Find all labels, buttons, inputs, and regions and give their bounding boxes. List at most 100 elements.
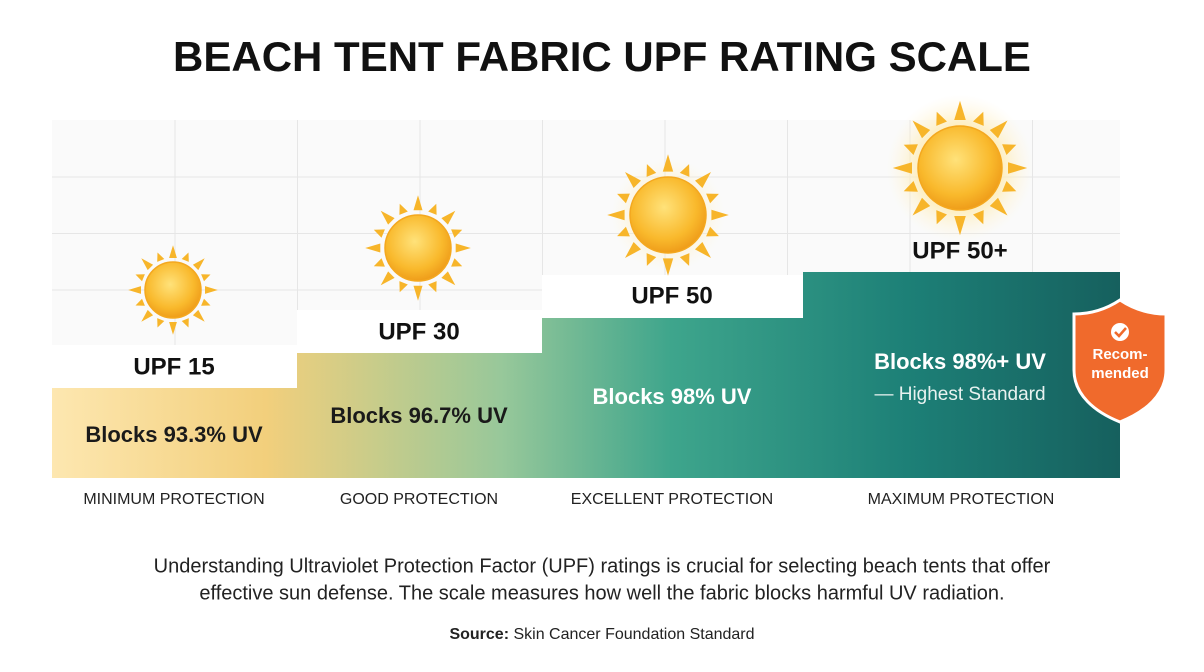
sun-ray: [135, 274, 145, 282]
tiers: UPF 15 Blocks 93.3% UV MINIMUM PROTECTION U…: [83, 237, 1054, 508]
sun-ray: [201, 298, 211, 306]
tier-rating: UPF 30: [378, 318, 459, 345]
badge-text: Recom-: [1092, 346, 1147, 363]
sun-ray: [399, 281, 408, 293]
sun-ray: [989, 197, 1008, 216]
sun-ray: [954, 100, 966, 120]
sun-ray: [380, 210, 395, 225]
sun-ray: [169, 322, 177, 335]
badge-icon: [1111, 323, 1129, 341]
sun-ray: [617, 193, 630, 204]
badge-shield: [1072, 298, 1168, 424]
tier-level: MINIMUM PROTECTION: [83, 491, 264, 508]
sun-ray: [201, 274, 211, 282]
sun-ray: [428, 203, 437, 215]
title: BEACH TENT FABRIC UPF RATING SCALE: [173, 33, 1031, 80]
label-box: [52, 345, 297, 388]
sun-ray: [695, 242, 711, 258]
badge-text: mended: [1091, 365, 1149, 382]
sun-ray: [912, 197, 931, 216]
sun-ray: [679, 253, 690, 266]
sun-ray: [181, 252, 189, 262]
sun-ray: [625, 172, 641, 188]
sun-ray: [695, 172, 711, 188]
sun-ray: [1008, 162, 1028, 174]
tier-note: — Highest Standard: [874, 384, 1045, 405]
sun-disc: [384, 214, 452, 282]
sun-ray: [936, 210, 947, 225]
source-label: Source:: [449, 626, 509, 643]
sun-ray: [646, 164, 657, 177]
badge-check: [1114, 327, 1127, 338]
badge: Recom- mended: [1072, 298, 1168, 424]
tier-blocks: Blocks 96.7% UV: [330, 403, 508, 428]
sun-disc: [629, 176, 707, 254]
description: Understanding Ultraviolet Protection Fac…: [154, 555, 1051, 577]
sun-ray: [892, 162, 912, 174]
sun-ray: [413, 285, 423, 301]
sun-ray: [662, 258, 674, 276]
label-box: [542, 275, 803, 318]
sun-ray: [706, 226, 719, 237]
sun-ray: [607, 209, 625, 221]
sun-ray: [903, 181, 918, 192]
sun-ray: [903, 144, 918, 155]
steps: [52, 272, 1120, 478]
sun-ray: [441, 210, 456, 225]
tier-rating: UPF 15: [133, 353, 214, 380]
tier-level: EXCELLENT PROTECTION: [571, 491, 773, 508]
sun-ray: [157, 252, 165, 262]
tier-rating: UPF 50+: [912, 237, 1007, 264]
sun-ray: [706, 193, 719, 204]
tier-blocks: Blocks 93.3% UV: [85, 422, 263, 447]
sun-ray: [428, 281, 437, 293]
sun-ray: [135, 298, 145, 306]
suns: [128, 94, 1034, 335]
sun-ray: [169, 245, 177, 258]
sun-ray: [973, 210, 984, 225]
sun-ray: [1002, 144, 1017, 155]
sun-ray: [141, 258, 154, 271]
source-text: Skin Cancer Foundation Standard: [513, 626, 754, 643]
sun-ray: [662, 154, 674, 172]
sun-ray: [625, 242, 641, 258]
sun-ray: [399, 203, 408, 215]
label-box: [297, 310, 542, 353]
sun-ray: [1002, 181, 1017, 192]
tier-rating: UPF 50: [631, 282, 712, 309]
sun-ray: [912, 120, 931, 139]
sun-ray: [455, 243, 471, 253]
sun-ray: [181, 318, 189, 328]
description: effective sun defense. The scale measure…: [199, 582, 1004, 604]
sun-ray: [128, 286, 141, 294]
sun-ray: [441, 271, 456, 286]
sun-disc: [917, 125, 1003, 211]
sun-ray: [936, 111, 947, 126]
tier-level: GOOD PROTECTION: [340, 491, 498, 508]
sun-ray: [380, 271, 395, 286]
sun-ray: [451, 258, 463, 267]
sun-ray: [711, 209, 729, 221]
sun-ray: [365, 243, 381, 253]
sun-ray: [413, 195, 423, 211]
sun-disc: [144, 261, 202, 319]
sun-ray: [205, 286, 218, 294]
sun-ray: [157, 318, 165, 328]
sun-ray: [192, 258, 205, 271]
sun-ray: [617, 226, 630, 237]
tier-blocks: Blocks 98% UV: [593, 384, 752, 409]
tier-blocks: Blocks 98%+ UV: [874, 349, 1046, 374]
sun-ray: [141, 309, 154, 322]
sun-ray: [373, 229, 385, 238]
sun-ray: [192, 309, 205, 322]
source: Source: Skin Cancer Foundation Standard: [449, 626, 754, 643]
sun-ray: [954, 216, 966, 236]
sun-ray: [451, 229, 463, 238]
sun-ray: [679, 164, 690, 177]
sun-ray: [646, 253, 657, 266]
sun-ray: [373, 258, 385, 267]
sun-ray: [973, 111, 984, 126]
sun-ray: [989, 120, 1008, 139]
tier-level: MAXIMUM PROTECTION: [868, 491, 1055, 508]
